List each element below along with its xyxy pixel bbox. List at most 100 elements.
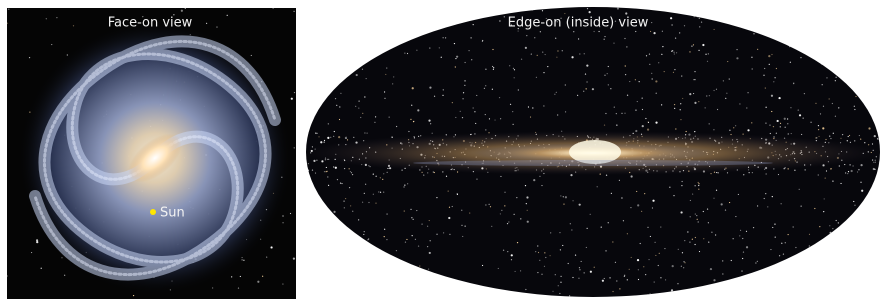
star [557, 114, 558, 115]
star [430, 123, 431, 124]
star [572, 200, 573, 201]
star [705, 54, 706, 55]
star [571, 56, 573, 58]
star [743, 174, 744, 175]
star [500, 176, 501, 177]
star [769, 125, 770, 126]
star [499, 97, 500, 98]
star [556, 57, 557, 58]
star [708, 222, 709, 223]
star [461, 225, 462, 226]
star [669, 187, 670, 188]
star [353, 137, 354, 138]
star [240, 276, 241, 277]
star [623, 220, 624, 221]
star [587, 8, 588, 9]
star [804, 93, 805, 94]
star [396, 250, 397, 251]
star [452, 206, 453, 207]
star [699, 251, 700, 252]
star [773, 126, 774, 127]
star [485, 129, 486, 130]
star [684, 240, 685, 241]
star [560, 282, 561, 283]
star [352, 174, 353, 175]
star [535, 251, 536, 252]
star [617, 7, 619, 9]
star [532, 107, 533, 108]
star [262, 276, 263, 277]
star [383, 173, 384, 174]
star [540, 31, 541, 32]
star [805, 169, 806, 170]
star [516, 197, 517, 198]
star [344, 207, 345, 208]
star [640, 243, 641, 244]
star [327, 176, 328, 177]
star [518, 89, 519, 90]
star [826, 170, 827, 171]
star [429, 252, 431, 254]
star [358, 219, 359, 220]
star [366, 78, 367, 79]
star [677, 283, 678, 284]
star [784, 118, 786, 120]
star [318, 136, 319, 137]
star [569, 295, 570, 296]
star [650, 236, 651, 237]
star [680, 119, 681, 120]
star [747, 129, 749, 131]
sun-label: Sun [160, 206, 185, 221]
star [408, 131, 409, 132]
star [349, 168, 350, 169]
star [631, 257, 632, 258]
star [875, 162, 876, 163]
star [810, 122, 811, 123]
star [749, 172, 750, 173]
star [378, 191, 379, 192]
star [238, 287, 239, 288]
star [565, 84, 566, 85]
star [383, 192, 384, 193]
star [670, 17, 672, 19]
star [643, 266, 644, 267]
star [785, 242, 786, 243]
star [51, 44, 52, 45]
star [227, 15, 228, 16]
star [662, 46, 663, 47]
star [448, 217, 450, 219]
star [604, 278, 605, 279]
star [587, 228, 588, 229]
star [462, 236, 463, 237]
star [733, 127, 734, 128]
star [695, 185, 696, 186]
star [374, 122, 375, 123]
star [695, 237, 696, 238]
star [708, 242, 709, 243]
star [624, 275, 625, 276]
star [181, 10, 183, 12]
star [815, 137, 816, 138]
star [410, 119, 411, 120]
star [216, 26, 217, 27]
star [577, 95, 578, 96]
star [641, 211, 642, 212]
star [448, 190, 449, 191]
star [679, 32, 680, 33]
star [721, 203, 723, 205]
star [579, 267, 580, 268]
star [492, 49, 493, 50]
star [835, 80, 836, 81]
star [713, 90, 714, 91]
star [427, 226, 428, 227]
star [412, 235, 413, 236]
star [693, 93, 694, 94]
star [649, 54, 650, 55]
star [694, 244, 695, 245]
star [698, 182, 699, 183]
star [452, 102, 453, 103]
star [362, 113, 363, 114]
star [341, 183, 342, 184]
star [746, 107, 747, 108]
star [485, 204, 486, 205]
